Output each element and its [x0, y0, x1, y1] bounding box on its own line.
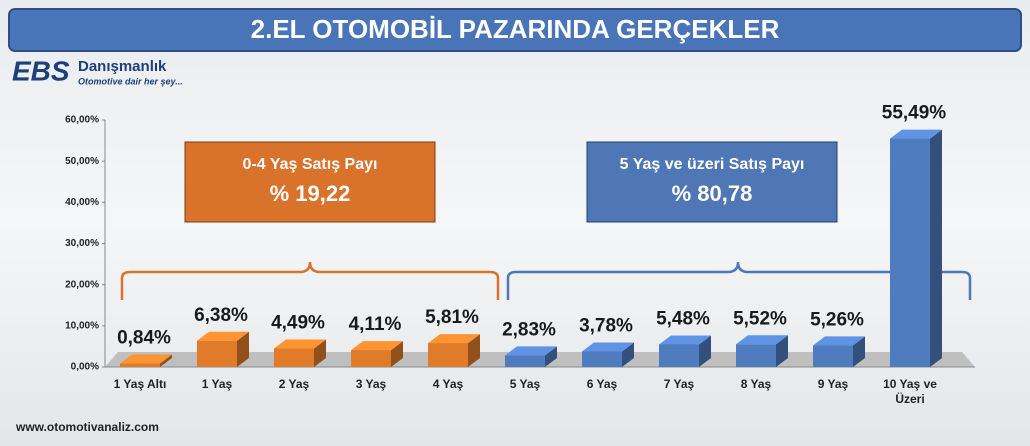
annotation-title: 5 Yaş ve üzeri Satış Payı	[620, 156, 805, 173]
bar-top	[351, 341, 403, 351]
bar-side	[776, 335, 788, 367]
brand: Danışmanlık	[78, 58, 167, 75]
bar	[813, 345, 853, 367]
bar-top	[120, 354, 172, 364]
logo: EBS	[12, 55, 70, 86]
bar-top	[505, 346, 557, 356]
x-tick-label: 2 Yaş	[278, 377, 310, 391]
value-label: 5,26%	[810, 309, 864, 330]
bar-side	[545, 346, 557, 367]
value-label: 4,49%	[271, 313, 325, 334]
bar	[428, 343, 468, 367]
value-label: 3,78%	[579, 315, 633, 336]
bar-top	[582, 342, 634, 352]
bar	[582, 351, 622, 367]
bar-side	[930, 129, 942, 367]
value-label: 4,11%	[349, 314, 402, 335]
value-label: 55,49%	[882, 103, 947, 124]
x-tick-label: 1 Yaş Altı	[113, 377, 167, 391]
x-tick-label: 4 Yaş	[432, 377, 464, 391]
bar-side	[160, 354, 172, 367]
y-tick-label: 60,00%	[65, 115, 99, 126]
annotation-text: % 80,78	[672, 181, 753, 206]
annotation-title: 0-4 Yaş Satış Payı	[243, 156, 378, 173]
annotation-box	[586, 141, 838, 223]
bar	[736, 344, 776, 367]
title-bar	[8, 8, 1022, 52]
bar-side	[468, 334, 480, 367]
x-tick-label: 3 Yaş	[355, 377, 387, 391]
value-label: 5,81%	[425, 307, 479, 328]
annotation-text: % 19,22	[270, 181, 351, 206]
bar-side	[237, 331, 249, 367]
value-label: 2,83%	[502, 319, 556, 340]
bar	[197, 340, 237, 367]
x-tick-label: 10 Yaş ve Üzeri	[883, 377, 937, 406]
y-tick-label: 30,00%	[65, 238, 99, 249]
bar	[890, 138, 930, 367]
bar-top	[813, 336, 865, 346]
x-tick-label: 8 Yaş	[740, 377, 772, 391]
x-tick-label: 5 Yaş	[509, 377, 541, 391]
chart-title: 2.EL OTOMOBİL PAZARINDA GERÇEKLER	[251, 14, 780, 44]
bar-top	[428, 334, 480, 344]
bar-top	[274, 339, 326, 349]
bar	[274, 348, 314, 367]
x-tick-label: 9 Yaş	[817, 377, 849, 391]
annotation-box	[184, 141, 436, 223]
y-tick-label: 10,00%	[65, 320, 99, 331]
y-tick-label: 50,00%	[65, 156, 99, 167]
bar-side	[622, 342, 634, 367]
value-label: 5,52%	[733, 308, 787, 329]
bar	[351, 350, 391, 367]
bar	[120, 363, 160, 367]
x-tick-label: 1 Yaş	[201, 377, 233, 391]
x-tick-label: 6 Yaş	[586, 377, 618, 391]
x-tick-label: 7 Yaş	[663, 377, 695, 391]
value-label: 6,38%	[194, 305, 248, 326]
slogan: Otomotive dair her şey...	[78, 76, 183, 86]
value-label: 0,84%	[117, 328, 171, 349]
y-tick-label: 20,00%	[65, 279, 99, 290]
group-bracket	[120, 261, 500, 300]
bar-side	[314, 339, 326, 367]
bar	[505, 355, 545, 367]
bar-top	[736, 335, 788, 345]
y-tick-label: 40,00%	[65, 197, 99, 208]
bar-top	[890, 129, 942, 139]
bar-top	[197, 331, 249, 341]
group-bracket	[506, 261, 972, 300]
website: www.otomotivanaliz.com	[15, 420, 159, 434]
bar-top	[659, 335, 711, 345]
bar-side	[853, 336, 865, 367]
bar-side	[699, 335, 711, 367]
bar	[659, 344, 699, 367]
value-label: 5,48%	[656, 308, 710, 329]
y-tick-label: 0,00%	[71, 362, 99, 373]
bar-side	[391, 341, 403, 367]
